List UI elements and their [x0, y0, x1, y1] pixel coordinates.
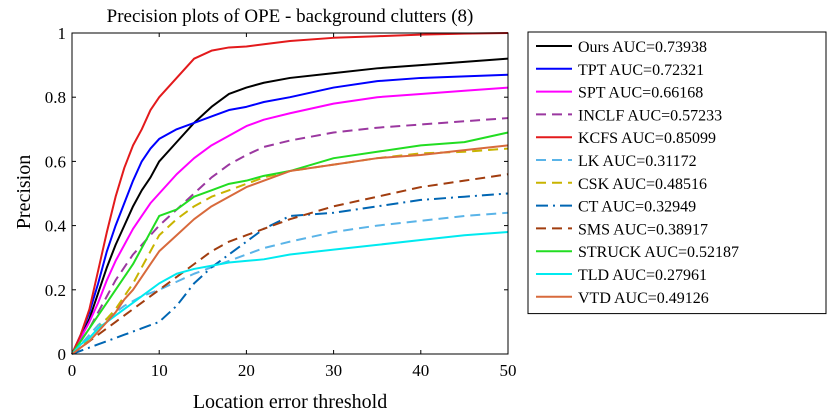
legend-label-11: TLD AUC=0.27961 [578, 267, 707, 284]
series-line-2 [71, 73, 509, 355]
y-tick-label: 0.2 [45, 281, 66, 300]
legend-box [527, 31, 827, 315]
y-tick-label: 0 [58, 345, 67, 364]
series-line-1 [71, 57, 509, 355]
legend-label-10: STRUCK AUC=0.52187 [578, 244, 739, 261]
legend-label-6: LK AUC=0.31172 [578, 153, 697, 170]
plot-frame [71, 32, 509, 355]
legend: Ours AUC=0.73938 TPT AUC=0.72321 SPT AUC=0… [527, 31, 827, 315]
series-line-8 [71, 192, 509, 355]
series-line-3 [71, 86, 509, 355]
series-line-12 [71, 144, 509, 355]
y-axis-label: Precision [13, 155, 35, 229]
legend-label-5: KCFS AUC=0.85099 [578, 130, 716, 147]
axis-ticks: 0 10 20 30 40 50 0 0.2 0.4 0.6 0.8 1 [45, 24, 517, 380]
y-tick-label: 0.4 [45, 217, 67, 236]
chart-title: Precision plots of OPE - background clut… [107, 6, 474, 27]
plot-area [71, 32, 509, 355]
legend-label-3: SPT AUC=0.66168 [578, 85, 703, 102]
series-line-5 [71, 32, 509, 355]
series-line-6 [71, 211, 509, 355]
y-tick-label: 0.8 [45, 88, 66, 107]
legend-label-2: TPT AUC=0.72321 [578, 62, 704, 79]
x-tick-label: 20 [238, 361, 255, 380]
legend-label-9: SMS AUC=0.38917 [578, 221, 708, 238]
y-tick-label: 0.6 [45, 152, 66, 171]
legend-label-4: INCLF AUC=0.57233 [578, 107, 722, 124]
legend-label-12: VTD AUC=0.49126 [578, 290, 709, 307]
x-tick-label: 50 [500, 361, 517, 380]
legend-label-7: CSK AUC=0.48516 [578, 176, 707, 193]
legend-label-8: CT AUC=0.32949 [578, 199, 696, 216]
x-tick-label: 0 [68, 361, 77, 380]
plot-background [72, 33, 508, 354]
x-tick-label: 40 [412, 361, 429, 380]
series-line-9 [71, 173, 509, 355]
x-tick-label: 10 [151, 361, 168, 380]
series-line-10 [71, 131, 509, 355]
y-tick-label: 1 [58, 24, 67, 43]
x-axis-label: Location error threshold [193, 391, 387, 413]
legend-label-1: Ours AUC=0.73938 [578, 39, 707, 56]
x-tick-label: 30 [325, 361, 342, 380]
